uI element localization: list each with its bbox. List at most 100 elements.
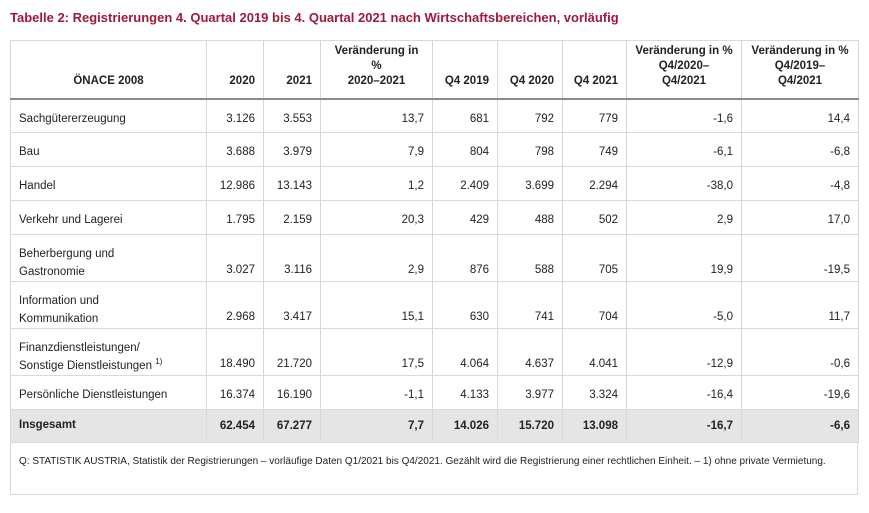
header-q4-2019: Q4 2019 [432,40,498,100]
cell-q4-2021: 2.294 [562,166,627,201]
table-row: Bau 3.688 3.979 7,9 804 798 749 -6,1 -6,… [10,132,859,167]
cell-change: 15,1 [320,281,433,329]
total-2021: 67.277 [263,409,321,443]
cell-change: 2,9 [320,234,433,282]
row-label: Beherbergung und Gastronomie [10,234,207,282]
cell-q4-2019: 630 [432,281,498,329]
cell-q4-2021: 4.041 [562,328,627,376]
cell-2021: 3.979 [263,132,321,167]
header-line: Q4/2020– [658,59,710,72]
cell-change-q4-2020: -6,1 [626,132,742,167]
cell-2021: 13.143 [263,166,321,201]
table-title: Tabelle 2: Registrierungen 4. Quartal 20… [10,10,619,25]
header-line: Q4/2021 [661,74,707,87]
header-line: Veränderung in [334,44,419,57]
cell-change-q4-2019: -0,6 [741,328,859,376]
cell-change-q4-2020: -1,6 [626,98,742,133]
cell-q4-2020: 588 [497,234,563,282]
cell-q4-2021: 704 [562,281,627,329]
cell-change-q4-2019: -6,8 [741,132,859,167]
row-label: Verkehr und Lagerei [10,200,207,235]
registrations-table-container: ÖNACE 2008 2020 2021 Veränderung in % 20… [10,40,859,495]
cell-change-q4-2019: -19,5 [741,234,859,282]
cell-q4-2019: 681 [432,98,498,133]
cell-q4-2019: 429 [432,200,498,235]
cell-q4-2020: 3.977 [497,375,563,410]
cell-q4-2020: 488 [497,200,563,235]
header-2020: 2020 [206,40,264,100]
row-label-line: Information und [19,295,99,307]
cell-change: 1,2 [320,166,433,201]
cell-change-q4-2020: -38,0 [626,166,742,201]
table-row: Finanzdienstleistungen/Sonstige Dienstle… [10,328,859,376]
total-q4-2019: 14.026 [432,409,498,443]
total-label: Insgesamt [10,409,207,443]
table-row: Verkehr und Lagerei 1.795 2.159 20,3 429… [10,200,859,235]
header-change-q4-2020-q4-2021: Veränderung in % Q4/2020– Q4/2021 [626,40,742,100]
cell-q4-2021: 705 [562,234,627,282]
cell-2020: 3.688 [206,132,264,167]
table-row: Sachgütererzeugung 3.126 3.553 13,7 681 … [10,98,859,133]
cell-2020: 16.374 [206,375,264,410]
cell-change-q4-2019: 11,7 [741,281,859,329]
cell-q4-2020: 3.699 [497,166,563,201]
cell-change-q4-2019: 14,4 [741,98,859,133]
cell-change: 13,7 [320,98,433,133]
cell-q4-2019: 4.133 [432,375,498,410]
cell-q4-2021: 779 [562,98,627,133]
cell-change-q4-2019: 17,0 [741,200,859,235]
cell-q4-2021: 502 [562,200,627,235]
cell-q4-2020: 792 [497,98,563,133]
total-change: 7,7 [320,409,433,443]
header-oenace: ÖNACE 2008 [10,40,207,100]
row-label-line: Sonstige Dienstleistungen [19,360,152,372]
cell-2021: 3.553 [263,98,321,133]
total-change-q4-2019: -6,6 [741,409,859,443]
cell-change: 7,9 [320,132,433,167]
total-row: Insgesamt 62.454 67.277 7,7 14.026 15.72… [10,409,859,443]
header-line: Q4/2021 [777,74,823,87]
header-line: Q4/2019– [774,59,826,72]
cell-change-q4-2020: 19,9 [626,234,742,282]
cell-2020: 3.027 [206,234,264,282]
cell-change: -1,1 [320,375,433,410]
cell-q4-2020: 741 [497,281,563,329]
header-q4-2020: Q4 2020 [497,40,563,100]
row-label-line: Finanzdienstleistungen/ [19,342,140,354]
table-row: Handel 12.986 13.143 1,2 2.409 3.699 2.2… [10,166,859,201]
cell-2020: 18.490 [206,328,264,376]
cell-2020: 2.968 [206,281,264,329]
cell-q4-2021: 749 [562,132,627,167]
header-line: % [371,59,382,72]
row-label-line: Beherbergung und [19,248,115,260]
cell-2021: 16.190 [263,375,321,410]
header-line: Veränderung in % [751,44,849,57]
table-row: Information und Kommunikation 2.968 3.417… [10,281,859,329]
cell-2021: 21.720 [263,328,321,376]
cell-q4-2019: 876 [432,234,498,282]
header-q4-2021: Q4 2021 [562,40,627,100]
total-q4-2021: 13.098 [562,409,627,443]
cell-change-q4-2020: -16,4 [626,375,742,410]
total-change-q4-2020: -16,7 [626,409,742,443]
row-label: Information und Kommunikation [10,281,207,329]
source-note: Q: STATISTIK AUSTRIA, Statistik der Regi… [10,443,858,495]
total-q4-2020: 15.720 [497,409,563,443]
cell-2020: 3.126 [206,98,264,133]
header-change-q4-2019-q4-2021: Veränderung in % Q4/2019– Q4/2021 [741,40,859,100]
cell-q4-2021: 3.324 [562,375,627,410]
row-label: Handel [10,166,207,201]
cell-q4-2019: 804 [432,132,498,167]
table-row: Beherbergung und Gastronomie 3.027 3.116 … [10,234,859,282]
cell-q4-2019: 4.064 [432,328,498,376]
cell-2020: 1.795 [206,200,264,235]
header-line: 2020–2021 [347,74,406,87]
row-label: Finanzdienstleistungen/Sonstige Dienstle… [10,328,207,376]
row-label-line: Gastronomie [19,266,85,278]
cell-change: 20,3 [320,200,433,235]
cell-2021: 2.159 [263,200,321,235]
cell-2020: 12.986 [206,166,264,201]
cell-2021: 3.417 [263,281,321,329]
cell-change-q4-2020: -12,9 [626,328,742,376]
total-2020: 62.454 [206,409,264,443]
